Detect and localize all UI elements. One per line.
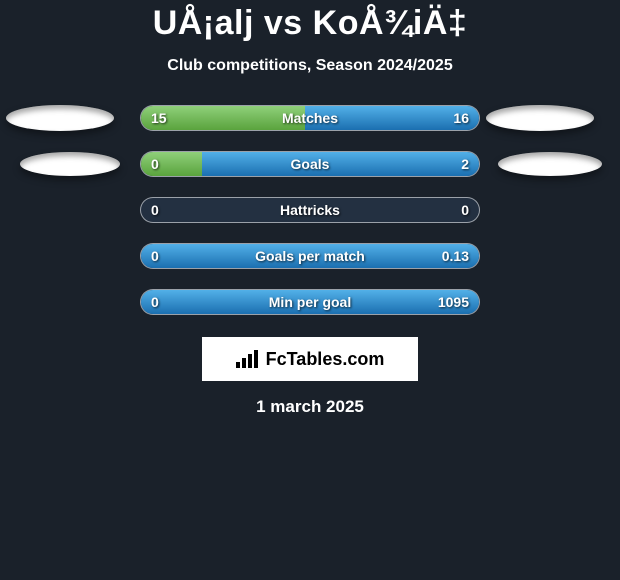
comparison-page: UÅ¡alj vs KoÅ¾iÄ‡ Club competitions, Sea…: [0, 0, 620, 417]
stat-bar: 0 Goals 2: [140, 151, 480, 177]
stat-label: Hattricks: [280, 202, 340, 218]
page-title: UÅ¡alj vs KoÅ¾iÄ‡: [0, 4, 620, 43]
stat-left-value: 15: [151, 110, 167, 126]
left-bubble-ellipse: [20, 152, 120, 176]
attribution-badge[interactable]: FcTables.com: [202, 337, 418, 381]
stat-bar: 15 Matches 16: [140, 105, 480, 131]
stat-right-value: 16: [453, 110, 469, 126]
left-bubble-ellipse: [6, 105, 114, 131]
stat-left-value: 0: [151, 202, 159, 218]
stat-row: 0 Goals 2: [0, 151, 620, 177]
stat-rows: 15 Matches 16 0 Goals 2 0 Hattricks: [0, 105, 620, 315]
stat-row: 0 Min per goal 1095: [0, 289, 620, 315]
stat-row: 15 Matches 16: [0, 105, 620, 131]
stat-row: 0 Goals per match 0.13: [0, 243, 620, 269]
stat-bar-fill-right: [202, 152, 479, 176]
stat-right-value: 0.13: [442, 248, 469, 264]
stat-right-value: 2: [461, 156, 469, 172]
stat-bar: 0 Min per goal 1095: [140, 289, 480, 315]
stat-left-value: 0: [151, 156, 159, 172]
right-bubble-ellipse: [498, 152, 602, 176]
stat-left-value: 0: [151, 294, 159, 310]
bar-chart-icon: [236, 350, 258, 368]
stat-label: Min per goal: [269, 294, 351, 310]
stat-bar: 0 Hattricks 0: [140, 197, 480, 223]
stat-label: Matches: [282, 110, 338, 126]
right-bubble-ellipse: [486, 105, 594, 131]
snapshot-date: 1 march 2025: [0, 397, 620, 417]
stat-right-value: 0: [461, 202, 469, 218]
attribution-text: FcTables.com: [266, 349, 385, 370]
stat-label: Goals per match: [255, 248, 365, 264]
stat-label: Goals: [291, 156, 330, 172]
stat-right-value: 1095: [438, 294, 469, 310]
stat-bar: 0 Goals per match 0.13: [140, 243, 480, 269]
page-subtitle: Club competitions, Season 2024/2025: [0, 57, 620, 75]
stat-row: 0 Hattricks 0: [0, 197, 620, 223]
stat-left-value: 0: [151, 248, 159, 264]
